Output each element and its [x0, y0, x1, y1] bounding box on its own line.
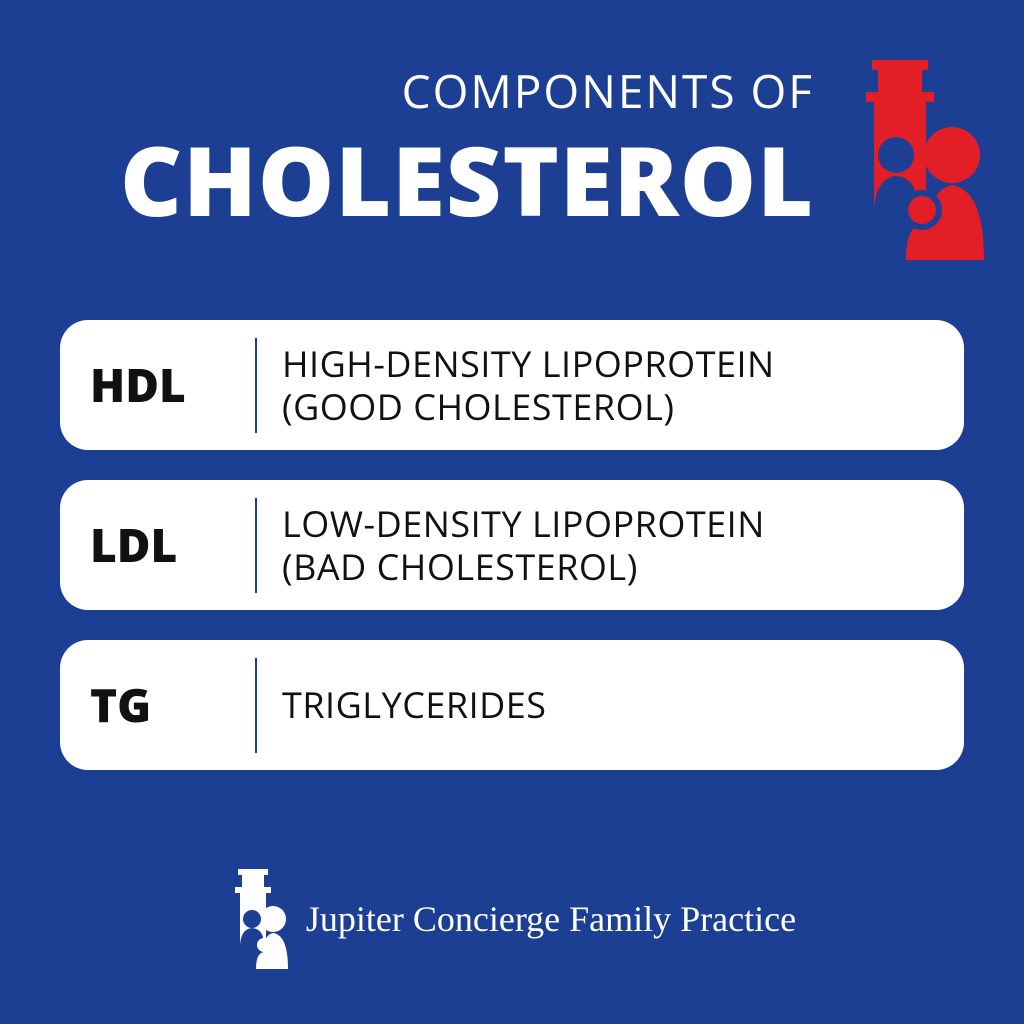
title-block: COMPONENTS OF CHOLESTEROL: [60, 60, 844, 228]
list-item: LDL LOW-DENSITY LIPOPROTEIN (BAD CHOLEST…: [60, 480, 964, 610]
component-description: TRIGLYCERIDES: [282, 683, 547, 726]
component-description: HIGH-DENSITY LIPOPROTEIN (GOOD CHOLESTER…: [282, 342, 775, 428]
main-title: CHOLESTEROL: [120, 132, 814, 228]
lighthouse-family-icon: [228, 869, 288, 969]
desc-line-1: HIGH-DENSITY LIPOPROTEIN: [282, 339, 775, 388]
footer: Jupiter Concierge Family Practice: [0, 869, 1024, 969]
subtitle: COMPONENTS OF: [60, 60, 814, 122]
divider: [255, 498, 257, 593]
divider: [255, 338, 257, 433]
desc-line-1: LOW-DENSITY LIPOPROTEIN: [282, 499, 765, 548]
desc-line-1: TRIGLYCERIDES: [282, 680, 547, 729]
practice-name: Jupiter Concierge Family Practice: [306, 898, 796, 940]
component-abbrev: HDL: [90, 354, 230, 416]
divider: [255, 658, 257, 753]
desc-line-2: (GOOD CHOLESTEROL): [282, 382, 674, 431]
component-abbrev: TG: [90, 674, 230, 736]
component-abbrev: LDL: [90, 514, 230, 576]
list-item: TG TRIGLYCERIDES: [60, 640, 964, 770]
header: COMPONENTS OF CHOLESTEROL: [0, 60, 1024, 260]
component-list: HDL HIGH-DENSITY LIPOPROTEIN (GOOD CHOLE…: [60, 320, 964, 770]
lighthouse-family-icon: [844, 60, 994, 260]
component-description: LOW-DENSITY LIPOPROTEIN (BAD CHOLESTEROL…: [282, 502, 765, 588]
list-item: HDL HIGH-DENSITY LIPOPROTEIN (GOOD CHOLE…: [60, 320, 964, 450]
desc-line-2: (BAD CHOLESTEROL): [282, 542, 638, 591]
